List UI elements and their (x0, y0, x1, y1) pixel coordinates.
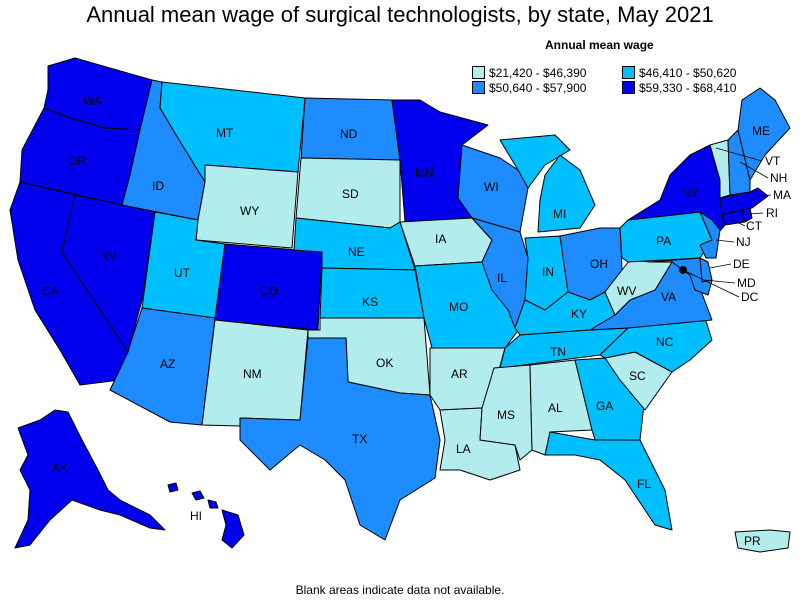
state-label-OK: OK (376, 356, 393, 370)
state-label-TN: TN (550, 345, 566, 359)
state-label-PR: PR (744, 534, 761, 548)
state-label-IA: IA (435, 232, 446, 246)
state-label-MT: MT (216, 126, 234, 140)
state-label-LA: LA (456, 442, 471, 456)
state-label-DE: DE (733, 257, 750, 271)
legend-item-tier-1: $46,410 - $50,620 (622, 66, 736, 80)
leader-lines (682, 147, 772, 298)
legend-item-tier-3: $59,330 - $68,410 (622, 81, 736, 95)
footnote: Blank areas indicate data not available. (295, 583, 505, 597)
state-label-ID: ID (152, 179, 164, 193)
state-label-MN: MN (415, 166, 434, 180)
state-label-WA: WA (83, 94, 102, 108)
state-label-TX: TX (352, 432, 367, 446)
state-PR[interactable] (734, 529, 791, 553)
state-label-OH: OH (590, 257, 608, 271)
state-label-NE: NE (348, 245, 365, 259)
state-label-PA: PA (656, 234, 671, 248)
state-NH[interactable] (727, 129, 751, 196)
state-label-KS: KS (362, 295, 378, 309)
state-label-SD: SD (342, 187, 359, 201)
state-KS[interactable] (319, 267, 425, 319)
state-label-GA: GA (596, 399, 613, 413)
state-label-WY: WY (240, 204, 259, 218)
legend-label: $59,330 - $68,410 (639, 81, 737, 95)
state-MA[interactable] (719, 187, 769, 216)
state-label-FL: FL (637, 477, 651, 491)
state-label-ME: ME (752, 124, 770, 138)
legend-swatch (472, 66, 485, 79)
state-label-MO: MO (449, 300, 468, 314)
state-label-UT: UT (174, 266, 191, 280)
state-label-NV: NV (100, 249, 117, 263)
state-label-AK: AK (52, 461, 68, 475)
state-label-ND: ND (340, 127, 358, 141)
state-label-MS: MS (497, 408, 515, 422)
state-TX[interactable] (239, 337, 441, 541)
state-label-CT: CT (746, 219, 763, 233)
state-MD[interactable] (649, 257, 713, 296)
state-label-AZ: AZ (160, 357, 175, 371)
state-label-WV: WV (617, 284, 636, 298)
state-label-DC: DC (741, 290, 759, 304)
state-label-NM: NM (243, 367, 262, 381)
state-label-VT: VT (765, 154, 781, 168)
state-HI[interactable] (167, 482, 245, 549)
state-label-OR: OR (68, 154, 86, 168)
state-label-NH: NH (770, 171, 787, 185)
map-title: Annual mean wage of surgical technologis… (86, 2, 714, 27)
state-MI[interactable] (499, 134, 596, 233)
state-label-CA: CA (42, 284, 59, 298)
legend-label: $50,640 - $57,900 (489, 81, 587, 95)
legend-item-tier-0: $21,420 - $46,390 (472, 66, 586, 80)
state-label-RI: RI (766, 206, 778, 220)
state-label-VA: VA (661, 290, 676, 304)
state-VT[interactable] (709, 139, 731, 199)
state-label-WI: WI (484, 180, 499, 194)
legend-swatch (472, 81, 485, 94)
legend-swatch (622, 81, 635, 94)
legend-title: Annual mean wage (545, 38, 654, 52)
state-label-HI: HI (190, 509, 202, 523)
state-label-IN: IN (542, 265, 554, 279)
state-label-MI: MI (553, 207, 566, 221)
state-label-CO: CO (260, 284, 278, 298)
state-label-MD: MD (737, 276, 756, 290)
state-label-MA: MA (773, 188, 791, 202)
state-FL[interactable] (544, 431, 673, 531)
state-label-AL: AL (548, 401, 563, 415)
state-WI[interactable] (457, 144, 529, 233)
state-AK[interactable] (14, 409, 166, 549)
state-label-KY: KY (571, 307, 587, 321)
state-label-SC: SC (629, 369, 646, 383)
state-label-IL: IL (497, 271, 507, 285)
legend-label: $46,410 - $50,620 (639, 66, 737, 80)
state-NJ[interactable] (699, 211, 721, 259)
legend-label: $21,420 - $46,390 (489, 66, 587, 80)
state-label-NC: NC (656, 335, 674, 349)
state-IL[interactable] (471, 217, 529, 329)
state-label-NY: NY (682, 186, 699, 200)
legend-swatch (622, 66, 635, 79)
state-ME[interactable] (737, 87, 791, 181)
state-label-NJ: NJ (736, 235, 751, 249)
legend-item-tier-2: $50,640 - $57,900 (472, 81, 586, 95)
state-label-AR: AR (451, 367, 468, 381)
